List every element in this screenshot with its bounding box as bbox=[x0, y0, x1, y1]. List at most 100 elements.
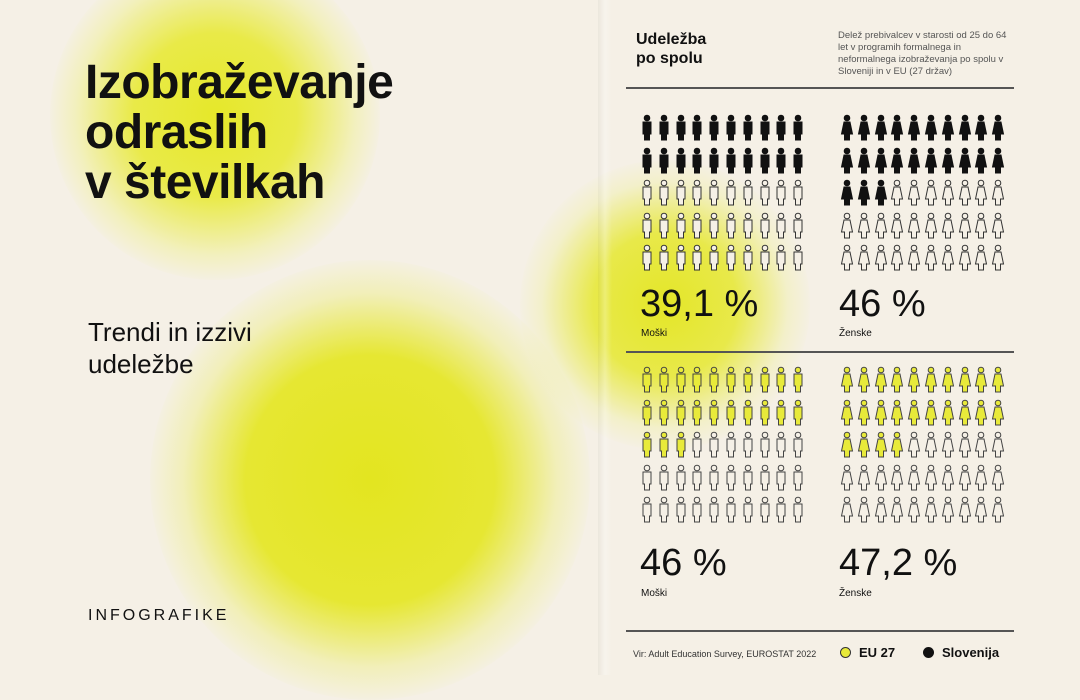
female-person-icon bbox=[908, 244, 921, 271]
male-person-icon bbox=[709, 147, 719, 173]
male-person-icon bbox=[793, 431, 803, 458]
male-person-icon bbox=[709, 431, 719, 458]
female-person-icon bbox=[941, 179, 954, 206]
female-person-icon bbox=[840, 147, 854, 173]
male-person-icon bbox=[676, 212, 686, 238]
male-person-icon bbox=[776, 147, 786, 173]
female-person-icon bbox=[975, 179, 988, 206]
male-person-icon bbox=[659, 147, 669, 173]
female-person-icon bbox=[975, 496, 988, 523]
female-person-icon bbox=[941, 147, 954, 173]
female-person-icon bbox=[992, 399, 1005, 425]
female-person-icon bbox=[992, 114, 1005, 141]
legend-label: EU 27 bbox=[859, 645, 896, 660]
male-person-icon bbox=[743, 366, 753, 393]
icon-grid-si-male bbox=[640, 114, 808, 277]
female-person-icon bbox=[857, 244, 870, 271]
male-person-icon bbox=[743, 212, 753, 238]
female-person-icon bbox=[924, 147, 938, 173]
section-heading: Udeležba po spolu bbox=[636, 30, 706, 68]
female-person-icon bbox=[857, 179, 870, 206]
divider bbox=[626, 87, 1014, 89]
male-person-icon bbox=[760, 179, 770, 206]
female-person-icon bbox=[857, 399, 870, 425]
female-person-icon bbox=[992, 212, 1005, 238]
female-person-icon bbox=[924, 212, 938, 238]
female-person-icon bbox=[908, 496, 921, 523]
male-person-icon bbox=[743, 179, 753, 206]
percent-value: 39,1 % bbox=[640, 283, 759, 325]
female-person-icon bbox=[941, 431, 954, 458]
male-person-icon bbox=[659, 179, 669, 206]
female-person-icon bbox=[924, 431, 938, 458]
male-person-icon bbox=[676, 179, 686, 206]
female-person-icon bbox=[975, 147, 988, 173]
male-person-icon bbox=[642, 114, 652, 141]
male-person-icon bbox=[709, 496, 719, 523]
male-person-icon bbox=[743, 431, 753, 458]
male-person-icon bbox=[659, 399, 669, 425]
female-person-icon bbox=[891, 366, 904, 393]
page-title: Izobraževanje odraslih v številkah bbox=[85, 58, 394, 209]
female-person-icon bbox=[975, 464, 988, 490]
subtitle-line: Trendi in izzivi bbox=[88, 317, 252, 347]
male-person-icon bbox=[692, 431, 702, 458]
female-person-icon bbox=[857, 212, 870, 238]
female-person-icon bbox=[941, 114, 954, 141]
female-person-icon bbox=[975, 114, 988, 141]
male-person-icon bbox=[692, 399, 702, 425]
male-person-icon bbox=[776, 496, 786, 523]
male-person-icon bbox=[793, 464, 803, 490]
icon-grid-eu-male bbox=[640, 366, 808, 529]
divider bbox=[626, 351, 1014, 353]
female-person-icon bbox=[958, 179, 971, 206]
female-person-icon bbox=[908, 431, 921, 458]
male-person-icon bbox=[793, 366, 803, 393]
male-person-icon bbox=[642, 464, 652, 490]
male-person-icon bbox=[642, 147, 652, 173]
male-person-icon bbox=[642, 366, 652, 393]
male-person-icon bbox=[793, 179, 803, 206]
male-person-icon bbox=[676, 244, 686, 271]
male-person-icon bbox=[642, 244, 652, 271]
female-person-icon bbox=[874, 114, 887, 141]
male-person-icon bbox=[776, 114, 786, 141]
female-person-icon bbox=[941, 244, 954, 271]
description: Delež prebivalcev v starosti od 25 do 64… bbox=[838, 30, 1007, 77]
female-person-icon bbox=[857, 431, 870, 458]
female-person-icon bbox=[908, 464, 921, 490]
male-person-icon bbox=[726, 179, 736, 206]
male-person-icon bbox=[726, 366, 736, 393]
legend-item-slovenija: Slovenija bbox=[923, 645, 999, 660]
male-person-icon bbox=[743, 147, 753, 173]
male-person-icon bbox=[743, 399, 753, 425]
female-person-icon bbox=[874, 366, 887, 393]
male-person-icon bbox=[692, 179, 702, 206]
male-person-icon bbox=[692, 366, 702, 393]
title-line: v številkah bbox=[85, 156, 325, 209]
female-person-icon bbox=[840, 212, 854, 238]
subtitle: Trendi in izzivi udeležbe bbox=[88, 316, 252, 380]
male-person-icon bbox=[726, 244, 736, 271]
female-person-icon bbox=[992, 179, 1005, 206]
legend-item-eu: EU 27 bbox=[840, 645, 895, 660]
male-person-icon bbox=[642, 212, 652, 238]
male-person-icon bbox=[760, 431, 770, 458]
female-person-icon bbox=[840, 179, 854, 206]
male-person-icon bbox=[709, 464, 719, 490]
female-person-icon bbox=[874, 244, 887, 271]
female-person-icon bbox=[857, 366, 870, 393]
male-person-icon bbox=[676, 114, 686, 141]
divider bbox=[626, 630, 1014, 632]
female-person-icon bbox=[958, 212, 971, 238]
heading-line: Udeležba bbox=[636, 31, 707, 48]
male-person-icon bbox=[793, 147, 803, 173]
female-person-icon bbox=[924, 179, 938, 206]
female-person-icon bbox=[857, 114, 870, 141]
male-person-icon bbox=[642, 496, 652, 523]
male-person-icon bbox=[676, 464, 686, 490]
male-person-icon bbox=[642, 431, 652, 458]
legend-label: Slovenija bbox=[942, 645, 1000, 660]
male-person-icon bbox=[709, 114, 719, 141]
male-person-icon bbox=[659, 431, 669, 458]
